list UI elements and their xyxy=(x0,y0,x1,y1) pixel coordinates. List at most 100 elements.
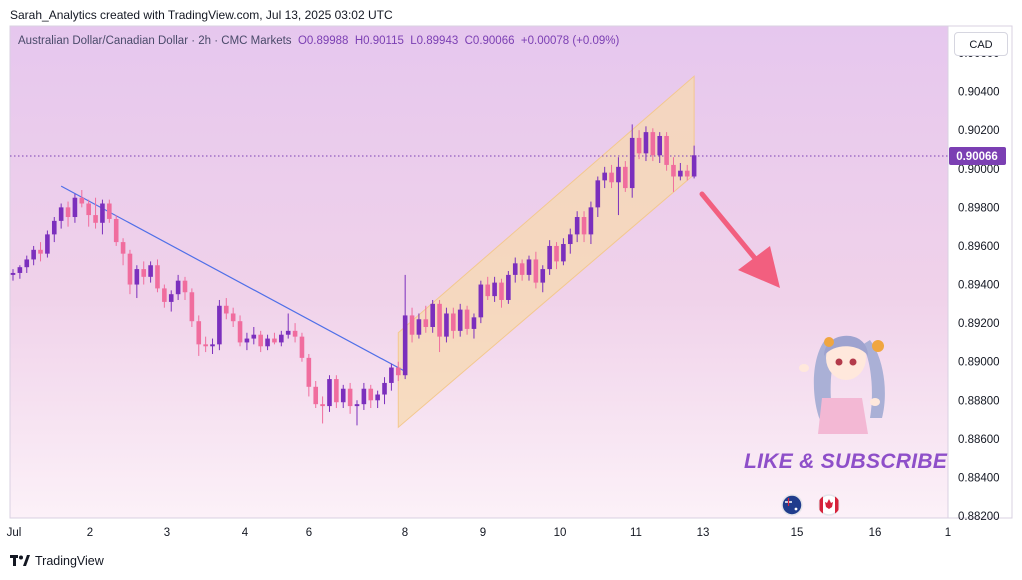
y-tick-label: 0.89000 xyxy=(958,357,1000,369)
candle-body xyxy=(127,253,133,285)
candle-body xyxy=(31,249,36,260)
x-tick-label: 9 xyxy=(480,527,486,539)
candle-body xyxy=(100,203,105,223)
candle-body xyxy=(38,249,43,254)
candle xyxy=(451,307,456,339)
candle-body xyxy=(602,172,607,181)
candle-body xyxy=(134,269,140,285)
candle xyxy=(616,157,621,216)
candle xyxy=(561,238,566,266)
candle xyxy=(375,390,380,409)
candle-body xyxy=(86,203,91,216)
candle-body xyxy=(561,244,566,262)
candle-body xyxy=(113,218,119,243)
candle xyxy=(506,271,511,304)
tradingview-logo-icon xyxy=(10,555,30,566)
candle xyxy=(457,303,463,337)
candle xyxy=(684,164,690,181)
candle-body xyxy=(279,334,284,343)
candle xyxy=(609,164,614,189)
candle xyxy=(395,361,401,382)
candle xyxy=(602,166,607,189)
candle xyxy=(671,157,676,192)
ohlc-open: O0.89988 xyxy=(297,35,349,47)
candle xyxy=(678,162,683,181)
candle xyxy=(210,338,215,354)
symbol-legend: Australian Dollar/Canadian Dollar · 2h ·… xyxy=(18,35,619,47)
candle xyxy=(217,299,222,351)
chart-border xyxy=(9,25,1013,519)
candle-body xyxy=(567,234,573,245)
candle xyxy=(636,130,642,160)
candle-body xyxy=(237,321,243,343)
candle-body xyxy=(223,305,229,314)
x-tick-label: 2 xyxy=(87,527,93,539)
candle-body xyxy=(588,207,594,235)
candle xyxy=(58,203,64,229)
candle-body xyxy=(93,215,98,223)
candle-body xyxy=(457,309,463,331)
candle-body xyxy=(657,135,663,156)
current-price-tag xyxy=(949,147,1006,166)
candle-body xyxy=(285,330,291,335)
candle-body xyxy=(347,388,353,407)
candle xyxy=(237,315,243,347)
candle-body xyxy=(313,386,319,405)
candle-body xyxy=(650,132,656,156)
candle xyxy=(334,375,339,409)
candle-body xyxy=(51,220,57,235)
candle xyxy=(361,382,367,410)
candle xyxy=(107,199,112,223)
candle xyxy=(148,261,153,283)
candle-body xyxy=(382,382,387,395)
candle xyxy=(347,382,353,414)
candle-body xyxy=(354,404,360,407)
candle xyxy=(540,265,546,293)
candle xyxy=(533,251,539,289)
candle xyxy=(327,375,332,412)
candle xyxy=(196,315,202,356)
tradingview-brand[interactable]: TradingView xyxy=(10,554,104,568)
candle xyxy=(141,261,147,285)
candle xyxy=(251,326,257,345)
x-tick-label: 6 xyxy=(306,527,312,539)
symbol-name[interactable]: Australian Dollar/Canadian Dollar · 2h ·… xyxy=(18,35,292,47)
candle-body xyxy=(196,321,202,345)
ohlc-close: C0.90066 xyxy=(464,35,515,47)
candle-body xyxy=(499,282,504,300)
x-tick-label: 3 xyxy=(164,527,170,539)
candle xyxy=(547,240,552,275)
y-tick-label: 0.89200 xyxy=(958,318,1000,330)
candle xyxy=(24,255,30,273)
canada-flag-icon xyxy=(818,494,840,516)
ohlc-change: +0.00078 (+0.09%) xyxy=(520,35,620,47)
candle-body xyxy=(230,313,236,322)
candle-body xyxy=(623,166,628,189)
currency-button[interactable]: CAD xyxy=(954,32,1008,56)
candle-body xyxy=(148,265,153,277)
candle-body xyxy=(540,269,546,283)
downtrend-line xyxy=(60,185,406,372)
candle-body xyxy=(265,338,270,347)
candle-body xyxy=(72,197,78,218)
candle-body xyxy=(554,245,559,262)
candle xyxy=(223,298,229,320)
candle-body xyxy=(423,319,429,327)
candle xyxy=(292,323,298,343)
candle xyxy=(629,124,635,198)
attribution-text: Sarah_Analytics created with TradingView… xyxy=(10,8,393,22)
candle-body xyxy=(395,367,401,376)
candle-body xyxy=(409,315,415,335)
candle-body xyxy=(430,303,435,327)
candle xyxy=(189,288,195,327)
candle-body xyxy=(643,132,649,154)
candle-body xyxy=(512,263,518,275)
x-tick-label: 16 xyxy=(869,527,882,539)
candle-body xyxy=(258,334,263,347)
candle xyxy=(512,257,518,283)
x-tick-label: 4 xyxy=(242,527,249,539)
candle-body xyxy=(691,155,697,177)
current-price-label: 0.90066 xyxy=(956,151,998,163)
candle xyxy=(279,330,284,347)
